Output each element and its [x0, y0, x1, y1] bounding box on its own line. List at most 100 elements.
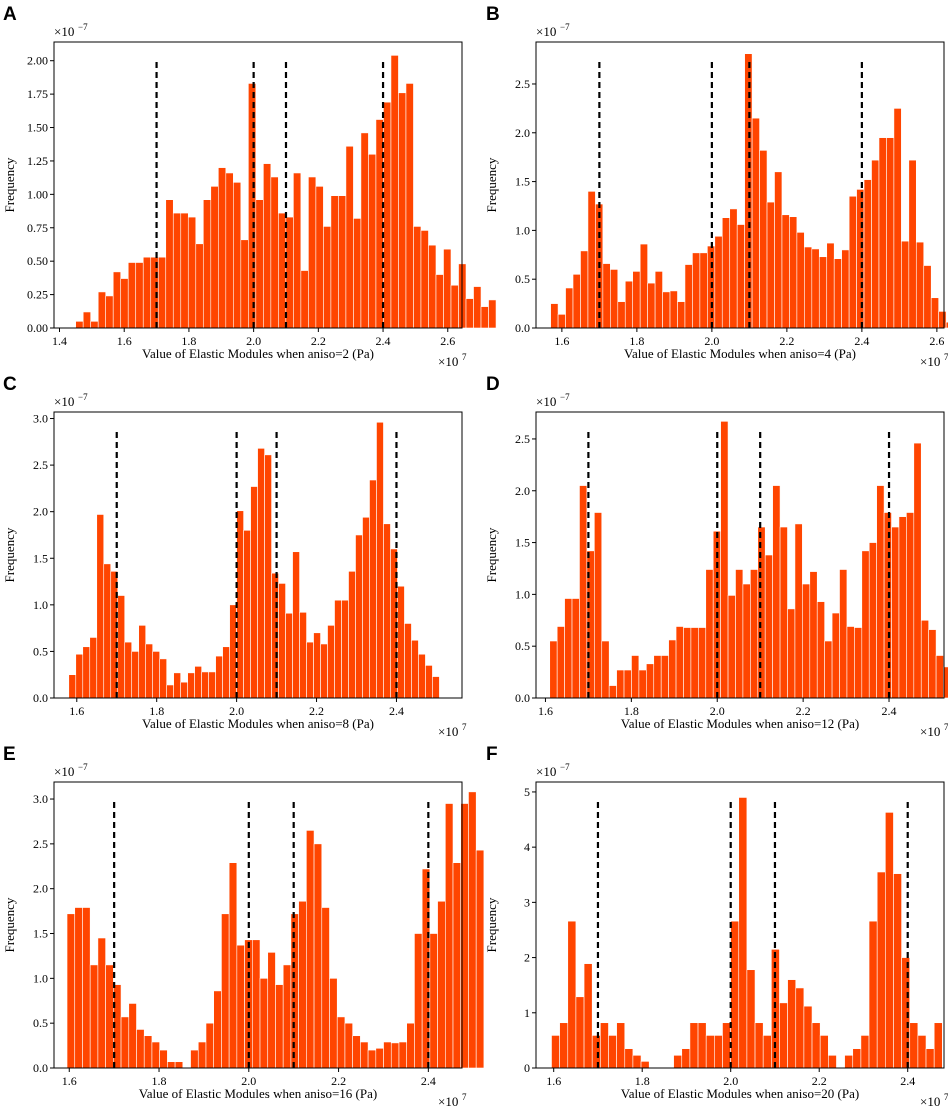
histogram-bar: [594, 512, 603, 699]
histogram-bar: [631, 655, 640, 699]
histogram-bar: [205, 1022, 214, 1069]
histogram-bar: [292, 551, 300, 699]
histogram-bar: [557, 314, 566, 329]
x-offset-exponent: 7: [944, 722, 948, 732]
histogram-bar: [167, 1061, 176, 1069]
x-offset-exponent: 7: [462, 722, 467, 732]
histogram-bar: [97, 937, 106, 1069]
histogram-bar: [411, 639, 419, 699]
histogram-bar: [259, 978, 269, 1069]
histogram-bar: [751, 117, 760, 329]
panel-letter: B: [486, 4, 500, 25]
histogram-bar: [721, 217, 731, 329]
histogram-bar: [413, 226, 422, 329]
panel-letter: C: [3, 374, 17, 395]
x-axis-label: Value of Elastic Modules when aniso=12 (…: [621, 716, 859, 731]
histogram-bar: [293, 172, 302, 329]
histogram-bar: [308, 176, 317, 329]
histogram-bar: [367, 1049, 377, 1069]
x-tick-label: 1.8: [149, 704, 164, 718]
histogram-bar: [221, 913, 230, 1069]
histogram-bar: [653, 655, 662, 699]
histogram-bar: [313, 843, 323, 1069]
histogram-bar: [338, 195, 347, 329]
x-tick-label: 2.0: [710, 704, 725, 718]
histogram-bar: [833, 258, 842, 329]
x-tick-label: 1.6: [117, 334, 132, 348]
histogram-bar: [75, 321, 84, 329]
histogram-bar: [425, 665, 433, 699]
histogram-bar: [746, 969, 756, 1069]
histogram-bar: [673, 1055, 683, 1069]
histogram-bar: [891, 526, 900, 699]
histogram-bar: [587, 191, 596, 329]
histogram-bar: [556, 626, 565, 699]
histogram-bar: [306, 641, 314, 699]
y-tick-label: 0.25: [27, 288, 48, 302]
histogram-bar: [714, 1035, 723, 1069]
y-axis-label: Frequency: [484, 157, 499, 212]
histogram-bar: [480, 306, 489, 329]
histogram-bar: [945, 321, 948, 329]
histogram-bar: [473, 286, 482, 329]
y-tick-label: 2.5: [33, 458, 48, 472]
histogram-bar: [89, 637, 98, 699]
histogram-bar: [668, 639, 677, 699]
histogram-bar: [165, 199, 174, 329]
y-tick-label: 0.5: [33, 1016, 48, 1030]
histogram-bar: [452, 862, 462, 1069]
x-axis-label: Value of Elastic Modules when aniso=4 (P…: [624, 346, 856, 361]
histogram-bar: [683, 627, 692, 699]
histogram-bar: [313, 632, 321, 699]
histogram-bar: [854, 627, 863, 699]
histogram-bar: [913, 442, 922, 699]
histogram-bar: [617, 301, 626, 329]
histogram-bar: [90, 321, 99, 329]
histogram-bar: [418, 653, 426, 699]
y-tick-label: 0.00: [27, 321, 48, 335]
histogram-bar: [282, 964, 292, 1069]
histogram-bar: [591, 1035, 601, 1069]
histogram-bar: [757, 526, 766, 699]
histogram-bar: [917, 1035, 927, 1069]
histogram-bar: [157, 256, 167, 329]
plot-frame: [535, 41, 945, 329]
x-offset-label: ×10: [438, 724, 458, 739]
histogram-bar: [660, 655, 669, 699]
histogram-bar: [697, 1022, 707, 1069]
y-offset-exponent: −7: [78, 22, 88, 32]
histogram-bar: [443, 248, 452, 329]
x-offset-label: ×10: [920, 354, 940, 369]
histogram-bar: [321, 907, 330, 1069]
histogram-bar: [714, 235, 723, 329]
histogram-bar: [742, 583, 751, 699]
histogram-bar: [722, 1022, 731, 1069]
histogram-bar: [383, 101, 392, 329]
histogram-bar: [759, 150, 768, 329]
histogram-bar: [735, 569, 744, 699]
panel-c: C 1.6 1.8 2.0 2.2 2.4 0.0 0.5 1.0 1.5 2.0 2.5 3.0 Val…: [2, 374, 467, 739]
histogram-bar: [720, 421, 729, 699]
histogram-bar: [218, 167, 227, 329]
panel-b: B 1.6 1.8 2.0 2.2 2.4 2.6 0.0 0.5 1.0 1.5 2.0 2.5 Val…: [484, 4, 948, 369]
histogram-bar: [112, 271, 122, 329]
histogram-bar: [360, 132, 369, 329]
histogram-bar: [819, 1035, 829, 1069]
y-offset-label: ×10: [54, 24, 74, 39]
y-offset-label: ×10: [536, 764, 556, 779]
histogram-bar: [432, 676, 440, 699]
panel-letter: A: [3, 4, 17, 25]
x-offset-label: ×10: [438, 1094, 458, 1106]
y-axis-label: Frequency: [484, 897, 499, 952]
histogram-bar: [468, 791, 477, 1069]
histogram-bar: [861, 550, 870, 699]
histogram-bar: [159, 1049, 168, 1069]
histogram-bar: [764, 554, 773, 699]
y-tick-label: 0.75: [27, 221, 48, 235]
y-tick-label: 1.5: [515, 175, 530, 189]
x-tick-label: 2.0: [229, 704, 244, 718]
x-axis-label: Value of Elastic Modules when aniso=16 (…: [139, 1086, 377, 1101]
histogram-bar: [818, 256, 828, 329]
histogram-bar: [315, 186, 324, 329]
histogram-bar: [868, 920, 878, 1069]
